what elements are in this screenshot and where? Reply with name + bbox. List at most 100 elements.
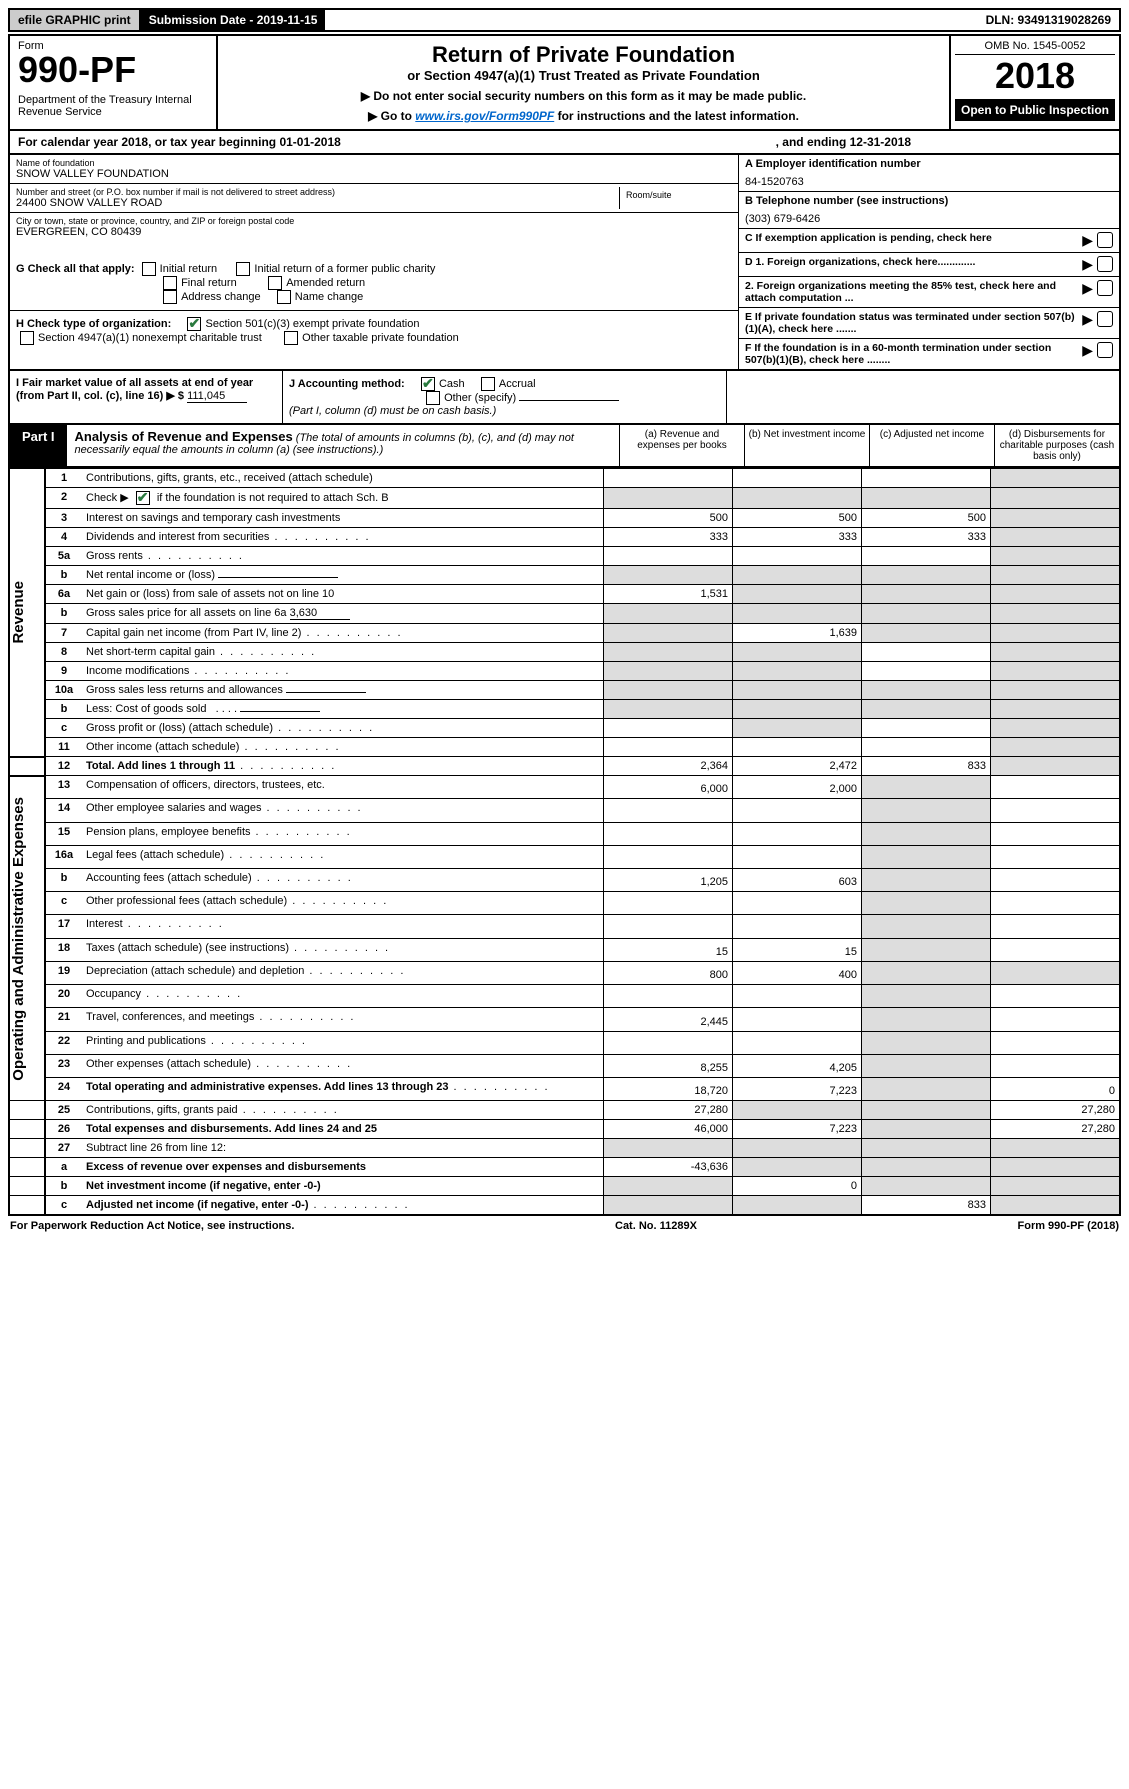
- h-label: H Check type of organization:: [16, 318, 171, 330]
- cal-year-end: , and ending 12-31-2018: [776, 135, 911, 149]
- row-14: Other employee salaries and wages: [82, 799, 604, 822]
- g-label: G Check all that apply:: [16, 263, 135, 275]
- form-ref: Form 990-PF (2018): [1018, 1220, 1119, 1232]
- c-cell: C If exemption application is pending, c…: [739, 229, 1119, 253]
- room-label: Room/suite: [626, 190, 726, 200]
- row-1: Contributions, gifts, grants, etc., rece…: [82, 469, 604, 488]
- form-number: 990-PF: [18, 52, 208, 88]
- open-inspection: Open to Public Inspection: [955, 99, 1115, 121]
- foundation-name-label: Name of foundation: [16, 158, 732, 168]
- f-cell: F If the foundation is in a 60-month ter…: [739, 339, 1119, 369]
- row-10a: Gross sales less returns and allowances: [82, 681, 604, 700]
- row-5b: Net rental income or (loss): [82, 566, 604, 585]
- phone-cell: B Telephone number (see instructions) (3…: [739, 192, 1119, 229]
- address-cell: Number and street (or P.O. box number if…: [16, 187, 620, 209]
- row-27: Subtract line 26 from line 12:: [82, 1139, 604, 1158]
- ein-value: 84-1520763: [745, 176, 1113, 188]
- g-o1: Initial return: [160, 263, 217, 275]
- arrow-icon: ▶: [1082, 256, 1093, 273]
- row-5a: Gross rents: [82, 547, 604, 566]
- col-b-header: (b) Net investment income: [744, 425, 869, 466]
- row-17: Interest: [82, 915, 604, 938]
- calendar-year-row: For calendar year 2018, or tax year begi…: [8, 131, 1121, 155]
- cash-checkbox[interactable]: [421, 377, 435, 391]
- f-checkbox[interactable]: [1097, 342, 1113, 358]
- row-8: Net short-term capital gain: [82, 643, 604, 662]
- other-taxable-checkbox[interactable]: [284, 331, 298, 345]
- address-change-checkbox[interactable]: [163, 290, 177, 304]
- header-center: Return of Private Foundation or Section …: [218, 36, 949, 129]
- top-bar: efile GRAPHIC print Submission Date - 20…: [8, 8, 1121, 32]
- h-o3: Other taxable private foundation: [302, 332, 459, 344]
- part1-tab: Part I: [10, 425, 67, 466]
- e-checkbox[interactable]: [1097, 311, 1113, 327]
- row-24: Total operating and administrative expen…: [82, 1077, 604, 1100]
- 501c3-checkbox[interactable]: [187, 317, 201, 331]
- 4947-checkbox[interactable]: [20, 331, 34, 345]
- part1-title: Analysis of Revenue and Expenses (The to…: [67, 425, 619, 466]
- instructions-link[interactable]: www.irs.gov/Form990PF: [415, 109, 554, 123]
- amended-return-checkbox[interactable]: [268, 276, 282, 290]
- instr-2-pre: ▶ Go to: [368, 109, 415, 123]
- row-26: Total expenses and disbursements. Add li…: [82, 1120, 604, 1139]
- other-checkbox[interactable]: [426, 391, 440, 405]
- c-label: C If exemption application is pending, c…: [745, 232, 992, 244]
- schb-checkbox[interactable]: [136, 491, 150, 505]
- cal-year-begin: For calendar year 2018, or tax year begi…: [18, 135, 341, 149]
- h-o1: Section 501(c)(3) exempt private foundat…: [205, 318, 419, 330]
- col-d-header: (d) Disbursements for charitable purpose…: [994, 425, 1119, 466]
- row-16c: Other professional fees (attach schedule…: [82, 892, 604, 915]
- row-22: Printing and publications: [82, 1031, 604, 1054]
- d1-label: D 1. Foreign organizations, check here..…: [745, 256, 975, 268]
- row-23: Other expenses (attach schedule): [82, 1054, 604, 1077]
- d1-checkbox[interactable]: [1097, 256, 1113, 272]
- row-27b: Net investment income (if negative, ente…: [82, 1177, 604, 1196]
- initial-former-checkbox[interactable]: [236, 262, 250, 276]
- name-change-checkbox[interactable]: [277, 290, 291, 304]
- efile-print-button[interactable]: efile GRAPHIC print: [10, 10, 141, 30]
- g-o2: Initial return of a former public charit…: [254, 263, 435, 275]
- row-15: Pension plans, employee benefits: [82, 822, 604, 845]
- j-cell: J Accounting method: Cash Accrual Other …: [283, 371, 726, 423]
- instr-2-post: for instructions and the latest informat…: [558, 109, 799, 123]
- ein-label: A Employer identification number: [745, 158, 921, 170]
- arrow-icon: ▶: [1082, 280, 1093, 297]
- i-value: 111,045: [187, 390, 247, 403]
- row-10b: Less: Cost of goods sold . . . .: [82, 700, 604, 719]
- row-25: Contributions, gifts, grants paid: [82, 1101, 604, 1120]
- paperwork-notice: For Paperwork Reduction Act Notice, see …: [10, 1220, 294, 1232]
- g-o3: Final return: [181, 277, 237, 289]
- omb-number: OMB No. 1545-0052: [955, 40, 1115, 55]
- footer: For Paperwork Reduction Act Notice, see …: [8, 1216, 1121, 1236]
- row-19: Depreciation (attach schedule) and deple…: [82, 961, 604, 984]
- foundation-name-cell: Name of foundation SNOW VALLEY FOUNDATIO…: [10, 155, 738, 184]
- final-return-checkbox[interactable]: [163, 276, 177, 290]
- e-cell: E If private foundation status was termi…: [739, 308, 1119, 339]
- address-label: Number and street (or P.O. box number if…: [16, 187, 619, 197]
- row-2: Check ▶ if the foundation is not require…: [82, 488, 604, 509]
- g-o4: Amended return: [286, 277, 365, 289]
- department: Department of the Treasury Internal Reve…: [18, 94, 208, 118]
- row-7: Capital gain net income (from Part IV, l…: [82, 624, 604, 643]
- c-checkbox[interactable]: [1097, 232, 1113, 248]
- g-o6: Name change: [295, 291, 364, 303]
- d2-checkbox[interactable]: [1097, 280, 1113, 296]
- submission-date: Submission Date - 2019-11-15: [141, 10, 326, 30]
- ij-row: I Fair market value of all assets at end…: [8, 371, 1121, 425]
- part1-table: Revenue 1Contributions, gifts, grants, e…: [8, 468, 1121, 1216]
- form-subtitle: or Section 4947(a)(1) Trust Treated as P…: [224, 68, 943, 83]
- row-12: Total. Add lines 1 through 11: [82, 757, 604, 776]
- j-label: J Accounting method:: [289, 378, 405, 390]
- form-title: Return of Private Foundation: [224, 42, 943, 68]
- row-4: Dividends and interest from securities: [82, 528, 604, 547]
- header-right: OMB No. 1545-0052 2018 Open to Public In…: [949, 36, 1119, 129]
- accrual-checkbox[interactable]: [481, 377, 495, 391]
- j-accrual: Accrual: [499, 378, 536, 390]
- tax-year: 2018: [955, 55, 1115, 97]
- arrow-icon: ▶: [1082, 311, 1093, 328]
- j-cash: Cash: [439, 378, 465, 390]
- initial-return-checkbox[interactable]: [142, 262, 156, 276]
- j-other: Other (specify): [444, 392, 516, 404]
- header: Form 990-PF Department of the Treasury I…: [8, 34, 1121, 131]
- col-c-header: (c) Adjusted net income: [869, 425, 994, 466]
